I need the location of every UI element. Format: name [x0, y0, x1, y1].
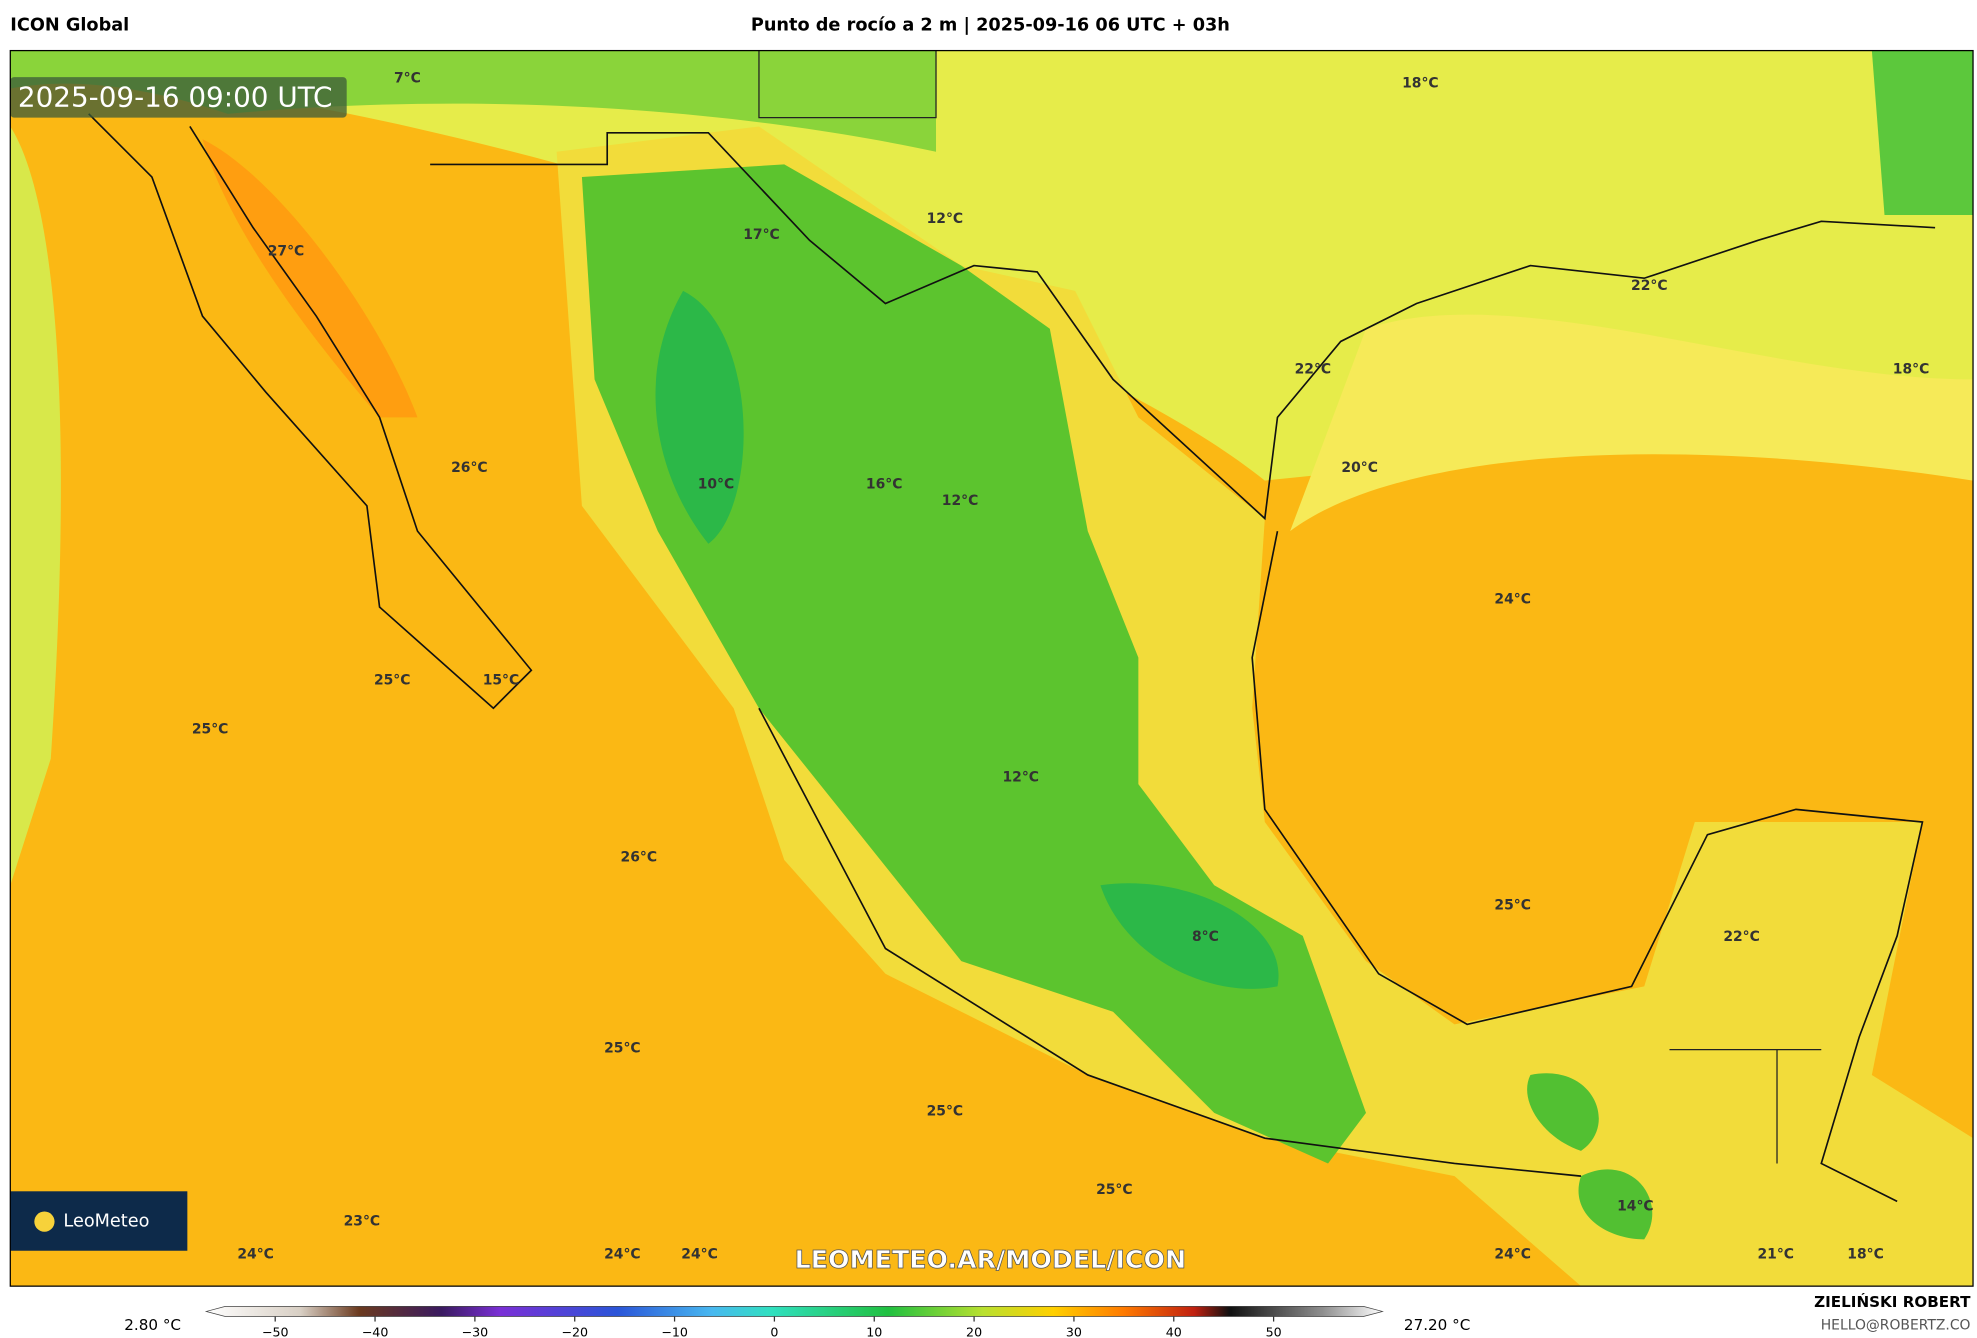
map-label: 18°C — [1893, 361, 1930, 377]
map-label: 25°C — [192, 722, 229, 738]
author: ZIELIŃSKI ROBERT — [1814, 1292, 1971, 1311]
colorbar-tick-label: 40 — [1166, 1324, 1182, 1338]
map-label: 25°C — [374, 672, 411, 688]
map-label: 26°C — [451, 460, 488, 476]
map-label: 16°C — [866, 476, 903, 492]
guatemala-green — [1527, 1073, 1653, 1240]
map-label: 21°C — [1757, 1247, 1794, 1263]
map-frame — [9, 49, 1974, 1287]
logo-text: LeoMeteo — [63, 1212, 149, 1232]
map-label: 7°C — [394, 70, 421, 86]
email: HELLO@ROBERTZ.CO — [1821, 1317, 1971, 1333]
colorbar-min: 2.80 °C — [124, 1316, 181, 1334]
map-label: 23°C — [344, 1214, 381, 1230]
colorbar-tick-label: −40 — [362, 1324, 389, 1338]
colorbar-tick-label: −50 — [262, 1324, 289, 1338]
map-label: 18°C — [1402, 75, 1439, 91]
colorbar-tick-label: 30 — [1066, 1324, 1082, 1338]
map-label: 12°C — [927, 211, 964, 227]
east-green — [1871, 50, 1974, 215]
map-label: 24°C — [1494, 591, 1531, 607]
map-label: 24°C — [237, 1247, 274, 1263]
colorbar-tick-label: 20 — [966, 1324, 982, 1338]
map-label: 10°C — [698, 476, 735, 492]
map-label: 20°C — [1341, 460, 1378, 476]
timestamp-box — [10, 77, 347, 118]
north-green — [10, 50, 937, 152]
borders — [758, 50, 1822, 1164]
watermark: LEOMETEO.AR/MODEL/ICON — [795, 1245, 1186, 1274]
gulf-of-california — [202, 139, 418, 418]
colorbar — [204, 1306, 1384, 1317]
coastline — [88, 113, 1936, 1203]
map-label: 24°C — [1494, 1247, 1531, 1263]
map-label: 17°C — [743, 227, 780, 243]
map-label: 12°C — [942, 493, 979, 509]
colorbar-tick-label: −30 — [462, 1324, 489, 1338]
map-label: 25°C — [1096, 1182, 1133, 1198]
map-label: 27°C — [268, 244, 305, 260]
map-label: 22°C — [1631, 278, 1668, 294]
map-label: 22°C — [1723, 929, 1760, 945]
map-label: 25°C — [1494, 897, 1531, 913]
map-label: 24°C — [681, 1247, 718, 1263]
map-label: 8°C — [1192, 929, 1219, 945]
map-label: 22°C — [1295, 361, 1332, 377]
map-label: 24°C — [604, 1247, 641, 1263]
pacific-north — [10, 126, 61, 886]
colorbar-tick-label: 50 — [1266, 1324, 1282, 1338]
map: 7°C 18°C 27°C 17°C 12°C 22°C 18°C 22°C 26°C 10°C 1… — [10, 50, 1974, 1287]
colorbar-tick-label: 10 — [866, 1324, 882, 1338]
logo-sun — [34, 1211, 55, 1232]
map-label: 26°C — [621, 849, 658, 865]
map-label: 12°C — [1002, 770, 1039, 786]
map-label: 15°C — [483, 672, 520, 688]
colorbar-tick-label: −10 — [661, 1324, 688, 1338]
model-name: ICON Global — [10, 15, 129, 35]
gulf-north — [1290, 314, 1974, 532]
colorbar-tick-label: −20 — [561, 1324, 588, 1338]
colorbar-max: 27.20 °C — [1404, 1316, 1470, 1334]
highlands-core — [655, 290, 1279, 989]
colorbar-tick-label: 0 — [770, 1324, 778, 1338]
map-label: 25°C — [604, 1040, 641, 1056]
timestamp: 2025-09-16 09:00 UTC — [18, 81, 333, 114]
map-label: 18°C — [1847, 1247, 1884, 1263]
map-label: 14°C — [1617, 1198, 1654, 1214]
map-title: Punto de rocío a 2 m | 2025-09-16 06 UTC… — [751, 15, 1230, 35]
map-label: 25°C — [927, 1104, 964, 1120]
